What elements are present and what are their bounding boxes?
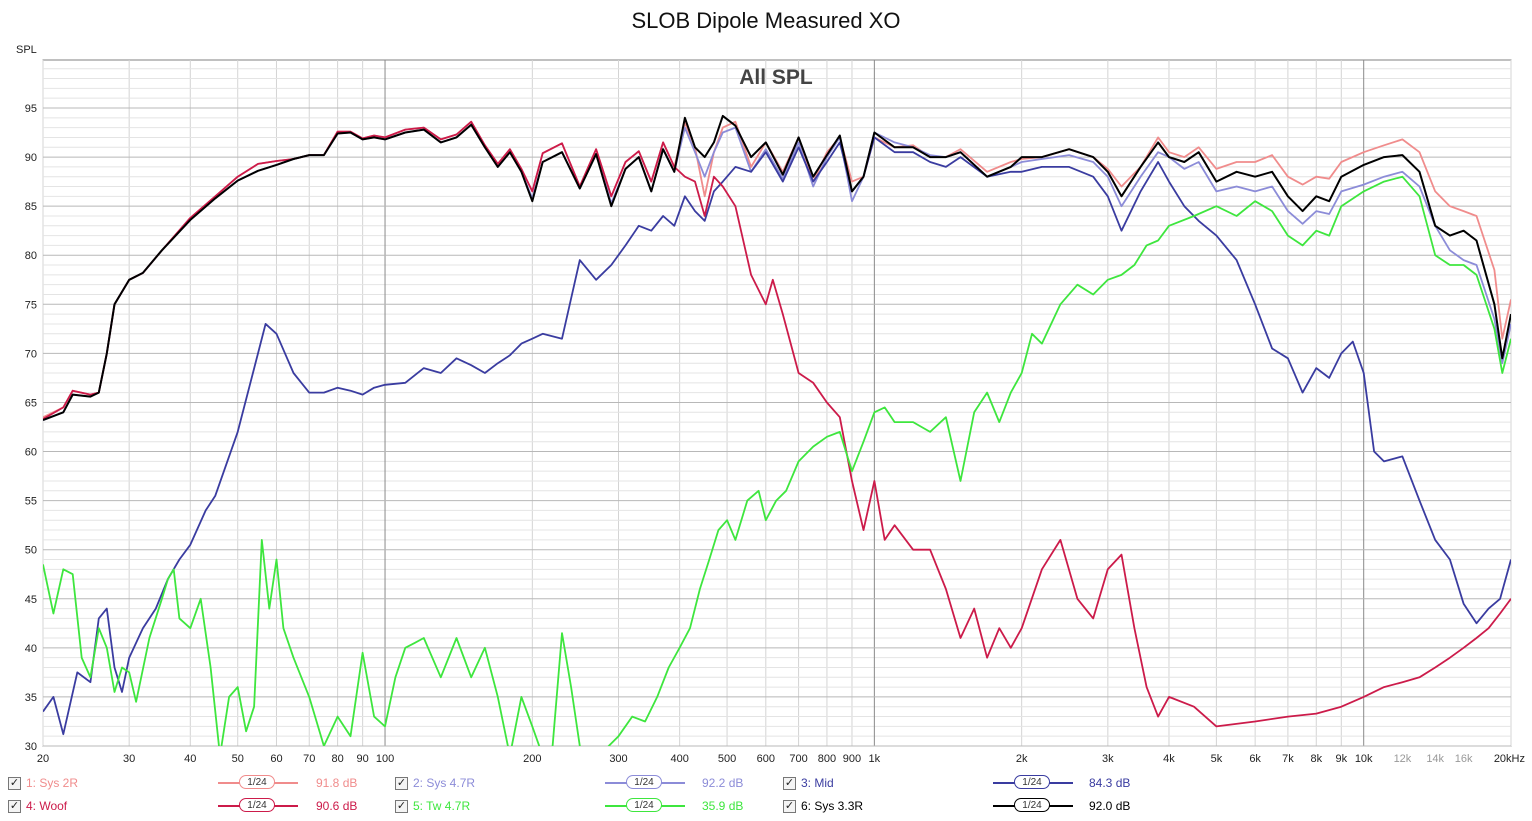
x-tick-label: 8k (1310, 753, 1322, 765)
x-tick-label: 10k (1355, 753, 1373, 765)
legend-smoothing-button[interactable]: 1/24 (218, 774, 298, 792)
legend-smoothing-button[interactable]: 1/24 (993, 797, 1073, 815)
y-axis-label: SPL (16, 44, 37, 56)
y-tick-label: 35 (25, 692, 37, 704)
x-tick-label: 6k (1249, 753, 1261, 765)
legend-item: ✓ 5: Tw 4.7R 1/24 35.9 dB (395, 797, 775, 817)
x-tick-label: 60 (270, 753, 282, 765)
legend-smoothing-label: 1/24 (626, 775, 662, 789)
x-tick-label: 12k (1394, 753, 1412, 765)
x-tick-label: 1k (869, 753, 881, 765)
legend-label: 6: Sys 3.3R (801, 799, 864, 813)
legend-item: ✓ 3: Mid 1/24 84.3 dB (783, 774, 1163, 794)
legend-item: ✓ 6: Sys 3.3R 1/24 92.0 dB (783, 797, 1163, 817)
x-tick-label: 30 (123, 753, 135, 765)
legend-level: 92.2 dB (702, 776, 744, 790)
legend-label: 5: Tw 4.7R (413, 799, 471, 813)
legend-level: 92.0 dB (1089, 799, 1131, 813)
legend-level: 35.9 dB (702, 799, 744, 813)
legend-level: 91.8 dB (316, 776, 358, 790)
legend-level: 84.3 dB (1089, 776, 1131, 790)
x-tick-label: 200 (523, 753, 541, 765)
y-tick-label: 70 (25, 348, 37, 360)
y-tick-label: 40 (25, 643, 37, 655)
legend-checkbox[interactable]: ✓ (8, 800, 21, 813)
y-tick-label: 75 (25, 299, 37, 311)
legend-smoothing-button[interactable]: 1/24 (605, 774, 685, 792)
legend-checkbox[interactable]: ✓ (783, 777, 796, 790)
y-tick-label: 30 (25, 741, 37, 753)
legend-level: 90.6 dB (316, 799, 358, 813)
x-tick-label: 20kHz (1494, 753, 1525, 765)
x-tick-label: 80 (331, 753, 343, 765)
legend-label: 3: Mid (801, 776, 834, 790)
legend-smoothing-button[interactable]: 1/24 (218, 797, 298, 815)
x-tick-label: 2k (1016, 753, 1028, 765)
legend-label: 1: Sys 2R (26, 776, 79, 790)
x-tick-label: 100 (376, 753, 394, 765)
major-gridlines (43, 60, 1511, 747)
y-tick-label: 85 (25, 201, 37, 213)
series-layer (43, 114, 1511, 746)
x-tick-labels: 20 30 40 50 60 70 80 90 100 200 300 400 500 600 700 800… (37, 753, 1525, 765)
x-tick-label: 50 (232, 753, 244, 765)
series-line-6 (43, 114, 1511, 422)
chart-subtitle: All SPL (739, 66, 813, 89)
y-tick-label: 45 (25, 594, 37, 606)
x-tick-label: 500 (718, 753, 736, 765)
y-tick-label: 95 (25, 103, 37, 115)
series-line-3 (43, 136, 1511, 736)
y-tick-label: 65 (25, 397, 37, 409)
y-tick-label: 50 (25, 545, 37, 557)
legend: ✓ 1: Sys 2R 1/24 91.8 dB ✓ 2: Sys 4.7R 1/24 92.… (0, 770, 1532, 821)
y-tick-labels: 30 35 40 45 50 55 60 65 70 75 80 85 90 95 (25, 103, 37, 753)
legend-smoothing-button[interactable]: 1/24 (605, 797, 685, 815)
legend-smoothing-label: 1/24 (626, 798, 662, 812)
x-tick-label: 20 (37, 753, 49, 765)
x-tick-label: 700 (789, 753, 807, 765)
x-tick-label: 5k (1211, 753, 1223, 765)
x-tick-label: 3k (1102, 753, 1114, 765)
legend-checkbox[interactable]: ✓ (395, 800, 408, 813)
legend-smoothing-label: 1/24 (239, 798, 275, 812)
legend-checkbox[interactable]: ✓ (395, 777, 408, 790)
x-tick-label: 400 (670, 753, 688, 765)
x-tick-label: 90 (357, 753, 369, 765)
y-tick-label: 80 (25, 250, 37, 262)
x-tick-label: 600 (757, 753, 775, 765)
legend-smoothing-label: 1/24 (239, 775, 275, 789)
x-tick-label: 800 (818, 753, 836, 765)
x-tick-label: 7k (1282, 753, 1294, 765)
x-tick-label: 300 (609, 753, 627, 765)
x-tick-label: 16k (1455, 753, 1473, 765)
legend-item: ✓ 4: Woof 1/24 90.6 dB (8, 797, 388, 817)
y-tick-label: 55 (25, 496, 37, 508)
x-tick-label: 70 (303, 753, 315, 765)
x-tick-label: 14k (1426, 753, 1444, 765)
x-tick-label: 9k (1335, 753, 1347, 765)
legend-smoothing-button[interactable]: 1/24 (993, 774, 1073, 792)
y-tick-label: 60 (25, 447, 37, 459)
x-tick-label: 4k (1163, 753, 1175, 765)
legend-item: ✓ 1: Sys 2R 1/24 91.8 dB (8, 774, 388, 794)
legend-item: ✓ 2: Sys 4.7R 1/24 92.2 dB (395, 774, 775, 794)
legend-label: 4: Woof (26, 799, 68, 813)
chart-title: SLOB Dipole Measured XO (631, 8, 901, 33)
legend-label: 2: Sys 4.7R (413, 776, 476, 790)
legend-smoothing-label: 1/24 (1014, 775, 1050, 789)
minor-gridlines (42, 60, 1512, 746)
legend-checkbox[interactable]: ✓ (783, 800, 796, 813)
series-line-5 (43, 175, 1511, 746)
legend-checkbox[interactable]: ✓ (8, 777, 21, 790)
x-tick-label: 40 (184, 753, 196, 765)
y-tick-label: 90 (25, 152, 37, 164)
legend-smoothing-label: 1/24 (1014, 798, 1050, 812)
x-tick-label: 900 (843, 753, 861, 765)
